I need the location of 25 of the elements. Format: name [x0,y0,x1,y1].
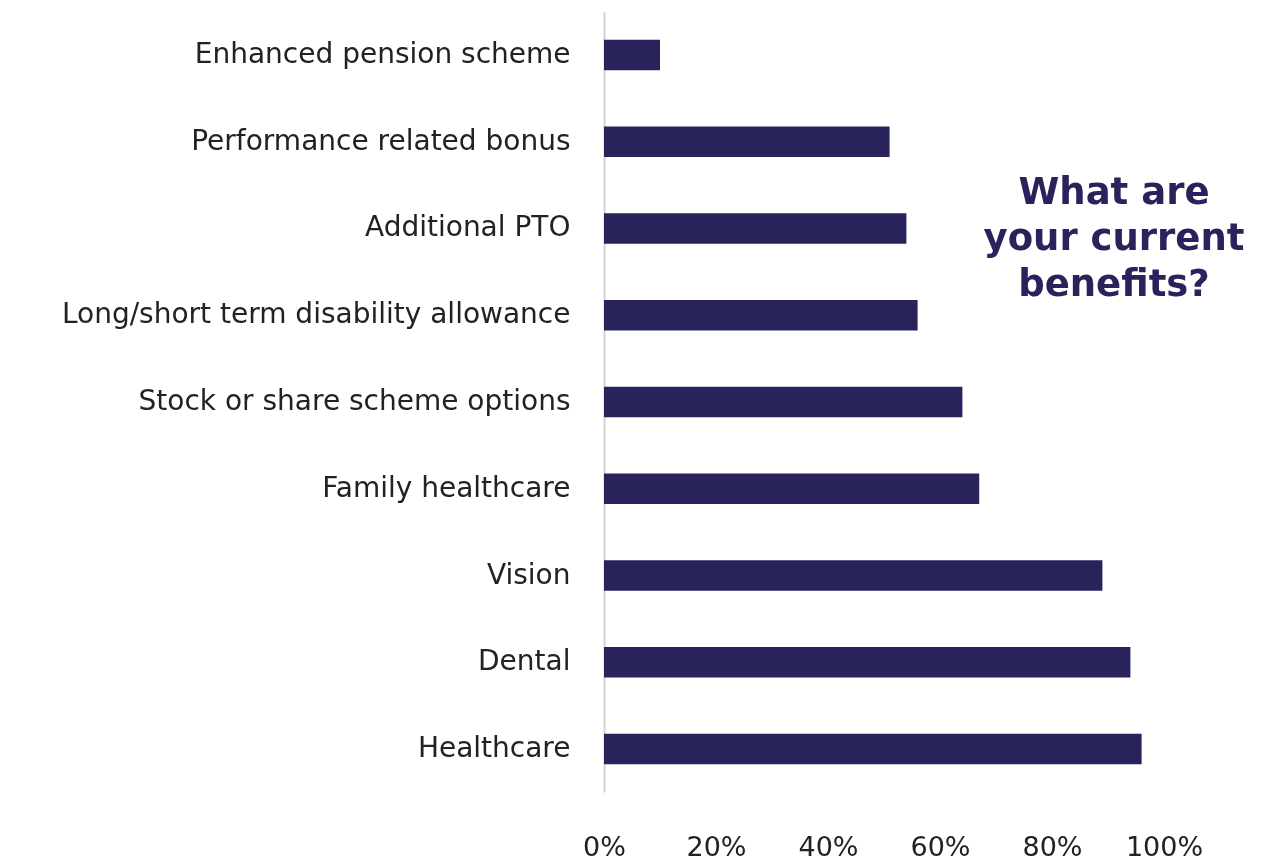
x-tick-label: 100% [1125,830,1204,858]
bar [604,560,1103,591]
y-tick-label: Vision [486,557,571,591]
x-tick-label: 0% [583,830,626,858]
bar [604,213,907,244]
y-tick-label: Performance related bonus [191,123,571,157]
y-tick-label: Family healthcare [322,470,571,504]
x-tick-label: 60% [910,830,971,858]
text: What are your current benefits? [983,170,1245,305]
y-tick-label: Enhanced pension scheme [194,36,571,70]
y-tick-label: Long/short term disability allowance [61,297,571,331]
bar [604,300,918,331]
x-tick-label: 80% [1022,830,1083,858]
bar [604,733,1142,765]
bar [604,39,660,71]
y-tick-label: Additional PTO [365,210,571,244]
x-tick-label: 20% [686,830,747,858]
bar [604,386,963,418]
y-tick-label: Healthcare [417,731,571,765]
bar [604,647,1131,678]
bar [604,473,980,504]
x-tick-label: 40% [798,830,859,858]
bar [604,126,890,157]
y-tick-label: Dental [478,644,571,678]
y-tick-label: Stock or share scheme options [138,384,571,417]
